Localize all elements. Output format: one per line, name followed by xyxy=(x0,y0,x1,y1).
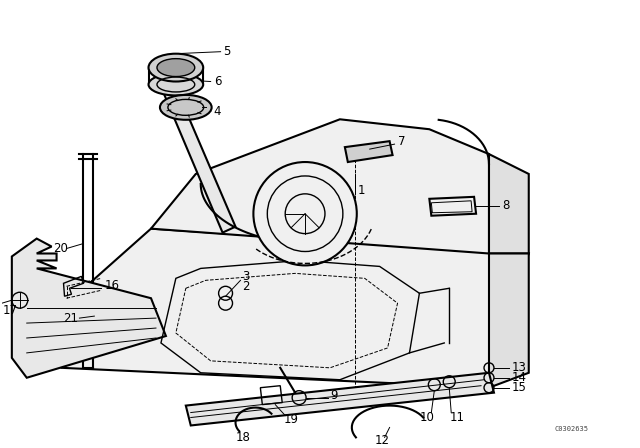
Polygon shape xyxy=(163,87,236,233)
Ellipse shape xyxy=(160,95,212,120)
Text: 2: 2 xyxy=(243,280,250,293)
Text: 9: 9 xyxy=(330,389,337,402)
Polygon shape xyxy=(151,119,489,254)
Ellipse shape xyxy=(148,54,203,82)
Text: 8: 8 xyxy=(502,199,509,212)
Text: 11: 11 xyxy=(449,411,464,424)
Text: C0302635: C0302635 xyxy=(554,426,588,432)
Text: 7: 7 xyxy=(397,135,405,148)
Polygon shape xyxy=(186,373,494,426)
Polygon shape xyxy=(345,141,392,162)
Text: 13: 13 xyxy=(512,361,527,375)
Polygon shape xyxy=(489,254,529,388)
Text: 6: 6 xyxy=(214,75,221,88)
Text: 16: 16 xyxy=(104,279,119,292)
Text: 17: 17 xyxy=(3,304,18,317)
Text: 3: 3 xyxy=(243,270,250,283)
Text: 12: 12 xyxy=(374,434,390,447)
Polygon shape xyxy=(12,239,166,378)
Text: 14: 14 xyxy=(512,371,527,384)
Ellipse shape xyxy=(148,73,203,95)
Text: 18: 18 xyxy=(236,431,250,444)
Text: 10: 10 xyxy=(419,411,435,424)
Text: 21: 21 xyxy=(63,312,79,325)
Ellipse shape xyxy=(157,59,195,77)
Circle shape xyxy=(253,162,356,265)
Text: 20: 20 xyxy=(54,242,68,255)
Text: 19: 19 xyxy=(284,413,298,426)
Polygon shape xyxy=(61,228,529,388)
Text: 1: 1 xyxy=(358,185,365,198)
Text: 15: 15 xyxy=(512,381,527,394)
Polygon shape xyxy=(489,154,529,254)
Polygon shape xyxy=(94,310,114,324)
Text: 5: 5 xyxy=(223,45,231,58)
Text: 4: 4 xyxy=(214,105,221,118)
